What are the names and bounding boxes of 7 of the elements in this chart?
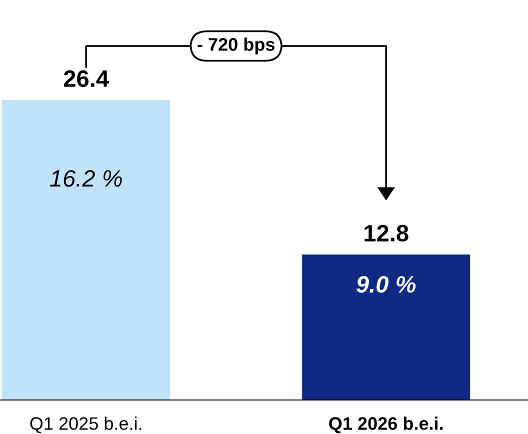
annotation: 9.0 %	[356, 276, 416, 293]
annotation: 16.2 %	[50, 170, 122, 187]
data-label: 26.4	[64, 70, 109, 87]
text: - 720 bps	[198, 38, 274, 54]
x-tick-label: Q1 2026 b.e.i.	[329, 416, 443, 434]
x-tick-label: Q1 2025 b.e.i.	[30, 416, 142, 434]
data-label: 12.8	[364, 224, 408, 242]
